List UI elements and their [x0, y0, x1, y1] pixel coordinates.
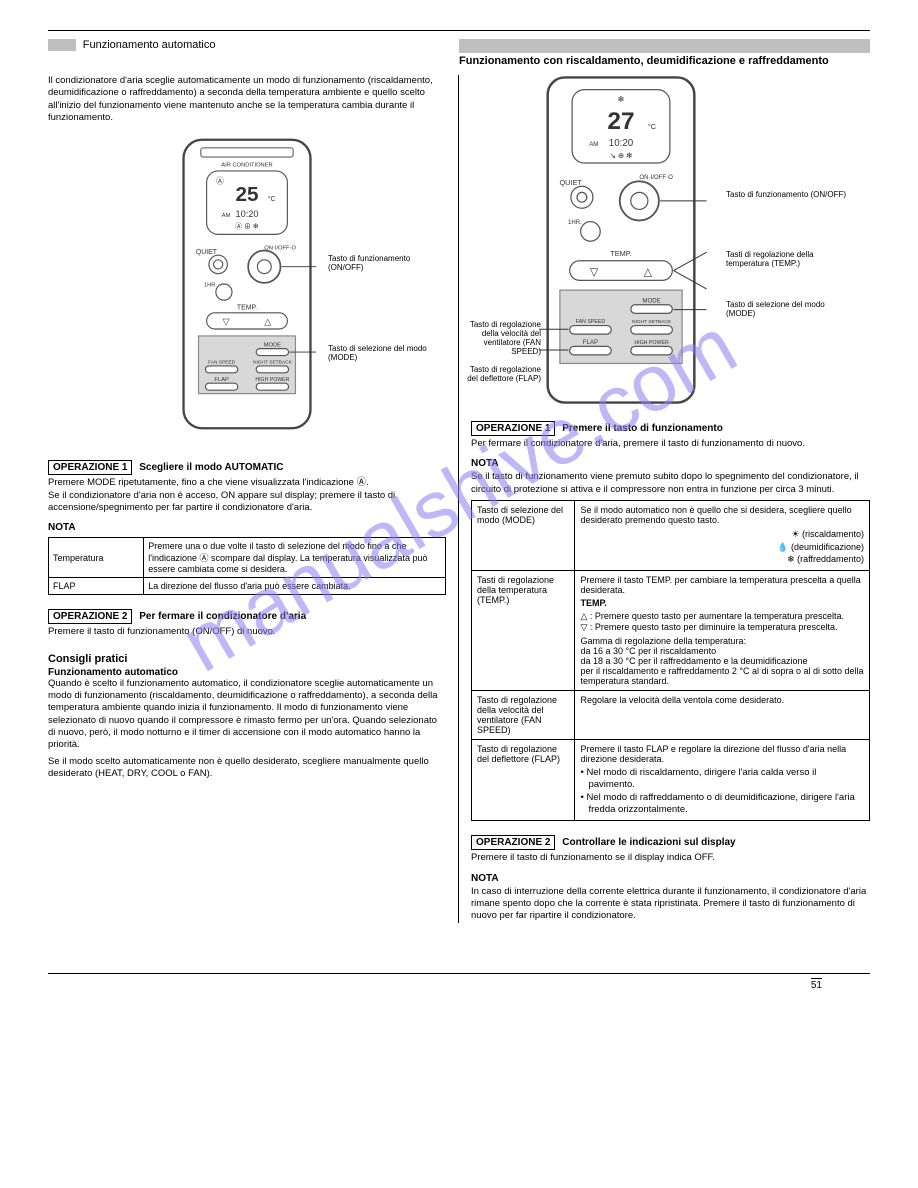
note-text-r: Se il tasto di funzionamento viene premu…: [471, 471, 870, 496]
svg-text:AIR CONDITIONER: AIR CONDITIONER: [221, 163, 272, 169]
step1r-text: Per fermare il condizionatore d'aria, pr…: [471, 438, 870, 450]
svg-text:ON·I/OFF·O: ON·I/OFF·O: [639, 174, 673, 181]
callout-mode-left: Tasto di selezione del modo (MODE): [328, 344, 438, 362]
svg-text:△: △: [644, 266, 653, 278]
tips-p2: Se il modo scelto automaticamente non è …: [48, 756, 446, 781]
table-cell: Se il modo automatico non è quello che s…: [575, 501, 870, 571]
table-cell: Premere una o due volte il tasto di sele…: [144, 538, 446, 578]
step1-title: Scegliere il modo AUTOMATIC: [139, 462, 283, 473]
svg-text:FLAP: FLAP: [214, 377, 229, 383]
manual-table: Tasto di selezione del modo (MODE) Se il…: [471, 500, 870, 821]
svg-text:▽: ▽: [590, 266, 599, 278]
cool-icon: ❄: [787, 554, 795, 564]
svg-text:HIGH POWER: HIGH POWER: [634, 340, 669, 346]
svg-text:MODE: MODE: [642, 297, 660, 304]
table-cell: Premere il tasto TEMP. per cambiare la t…: [575, 570, 870, 690]
step1-box: OPERAZIONE 1: [48, 460, 132, 475]
tips-title: Consigli pratici: [48, 653, 446, 665]
svg-text:QUIET: QUIET: [196, 249, 218, 256]
note2-text-r: In caso di interruzione della corrente e…: [471, 886, 870, 923]
tips-sub: Funzionamento automatico: [48, 667, 446, 678]
intro-text: Il condizionatore d'aria sceglie automat…: [48, 75, 446, 124]
step1r-title: Premere il tasto di funzionamento: [562, 423, 723, 434]
svg-text:AM: AM: [222, 213, 231, 219]
svg-text:↘ ⊕ ✻: ↘ ⊕ ✻: [610, 151, 633, 160]
remote-illustration-left: AIR CONDITIONER Ⓐ 25 °C 10:20 AM Ⓐ ⊕ ✻ Q…: [177, 134, 317, 434]
callout-onoff-r: Tasto di funzionamento (ON/OFF): [726, 190, 856, 199]
table-cell: La direzione del flusso d'aria può esser…: [144, 578, 446, 595]
callout-mode-r: Tasto di selezione del modo (MODE): [726, 300, 856, 318]
lcd-time: 10:20: [235, 209, 258, 219]
auto-table: Temperatura Premere una o due volte il t…: [48, 537, 446, 595]
callout-onoff-left: Tasto di funzionamento (ON/OFF): [328, 254, 438, 272]
header-right-title: Funzionamento con riscaldamento, deumidi…: [459, 55, 829, 67]
dry-icon: 💧: [777, 542, 788, 552]
svg-text:FAN SPEED: FAN SPEED: [208, 360, 236, 366]
callout-fan-r: Tasto di regolazione della velocità del …: [466, 320, 541, 356]
svg-text:°C: °C: [268, 195, 276, 203]
svg-text:TEMP.: TEMP.: [237, 305, 257, 312]
svg-text:°C: °C: [648, 122, 657, 131]
right-column: ❄ 27 °C 10:20 AM ↘ ⊕ ✻ QUIET ON·I/OFF·O …: [459, 75, 870, 923]
table-cell: FLAP: [49, 578, 144, 595]
step1r-box: OPERAZIONE 1: [471, 421, 555, 436]
step2r-title: Controllare le indicazioni sul display: [562, 837, 735, 848]
step2r-box: OPERAZIONE 2: [471, 835, 555, 850]
lcd-temp-r: 27: [607, 108, 634, 135]
note-label-left: NOTA: [48, 522, 446, 533]
page-number: 51: [811, 978, 822, 991]
table-cell: Temperatura: [49, 538, 144, 578]
svg-text:FAN SPEED: FAN SPEED: [576, 319, 606, 325]
header-right-marker: [459, 39, 870, 53]
step2r-text: Premere il tasto di funzionamento se il …: [471, 852, 870, 864]
table-cell: Premere il tasto FLAP e regolare la dire…: [575, 739, 870, 820]
page-header: Funzionamento automatico Funzionamento c…: [48, 39, 870, 67]
step2-text: Premere il tasto di funzionamento (ON/OF…: [48, 626, 446, 638]
manual-page: Funzionamento automatico Funzionamento c…: [0, 0, 918, 943]
lcd-time-r: 10:20: [609, 138, 634, 149]
table-cell: Tasto di selezione del modo (MODE): [472, 501, 575, 571]
heat-icon: ☀: [791, 529, 799, 539]
callout-flap-r: Tasto di regolazione del deflettore (FLA…: [466, 365, 541, 383]
page-footer: 51: [48, 973, 870, 991]
svg-text:❄: ❄: [617, 94, 624, 104]
lcd-temp: 25: [235, 183, 258, 206]
step1-p2: Se il condizionatore d'aria non è acceso…: [48, 490, 446, 515]
svg-text:Ⓐ: Ⓐ: [216, 177, 224, 186]
svg-text:TEMP.: TEMP.: [610, 249, 631, 258]
table-cell: Tasto di regolazione della velocità del …: [472, 690, 575, 739]
left-column: Il condizionatore d'aria sceglie automat…: [48, 75, 459, 923]
note-label-r: NOTA: [471, 458, 870, 469]
tips-p1: Quando è scelto il funzionamento automat…: [48, 678, 446, 752]
remote-illustration-right: ❄ 27 °C 10:20 AM ↘ ⊕ ✻ QUIET ON·I/OFF·O …: [531, 75, 711, 405]
table-cell: Tasto di regolazione del deflettore (FLA…: [472, 739, 575, 820]
step2-title: Per fermare il condizionatore d'aria: [139, 611, 306, 622]
table-cell: Tasti di regolazione della temperatura (…: [472, 570, 575, 690]
svg-text:NIGHT SETBACK: NIGHT SETBACK: [632, 319, 672, 325]
svg-text:△: △: [264, 317, 271, 327]
step1-p1: Premere MODE ripetutamente, fino a che v…: [48, 477, 446, 489]
table-cell: Regolare la velocità della ventola come …: [575, 690, 870, 739]
svg-text:Ⓐ ⊕ ✻: Ⓐ ⊕ ✻: [235, 223, 259, 231]
header-left-title: Funzionamento automatico: [83, 39, 216, 51]
svg-text:1HR.: 1HR.: [568, 219, 582, 226]
svg-text:AM: AM: [589, 141, 598, 148]
svg-text:FLAP: FLAP: [583, 339, 598, 346]
svg-text:HIGH POWER: HIGH POWER: [255, 377, 289, 383]
header-left-marker: [48, 39, 76, 51]
step2-box: OPERAZIONE 2: [48, 609, 132, 624]
svg-text:NIGHT SETBACK: NIGHT SETBACK: [253, 360, 293, 366]
svg-text:1HR.: 1HR.: [204, 283, 218, 289]
svg-text:QUIET: QUIET: [559, 178, 582, 187]
callout-temp-r: Tasti di regolazione della temperatura (…: [726, 250, 856, 268]
note2-label-r: NOTA: [471, 873, 870, 884]
svg-text:MODE: MODE: [264, 343, 281, 349]
svg-text:▽: ▽: [223, 317, 230, 327]
